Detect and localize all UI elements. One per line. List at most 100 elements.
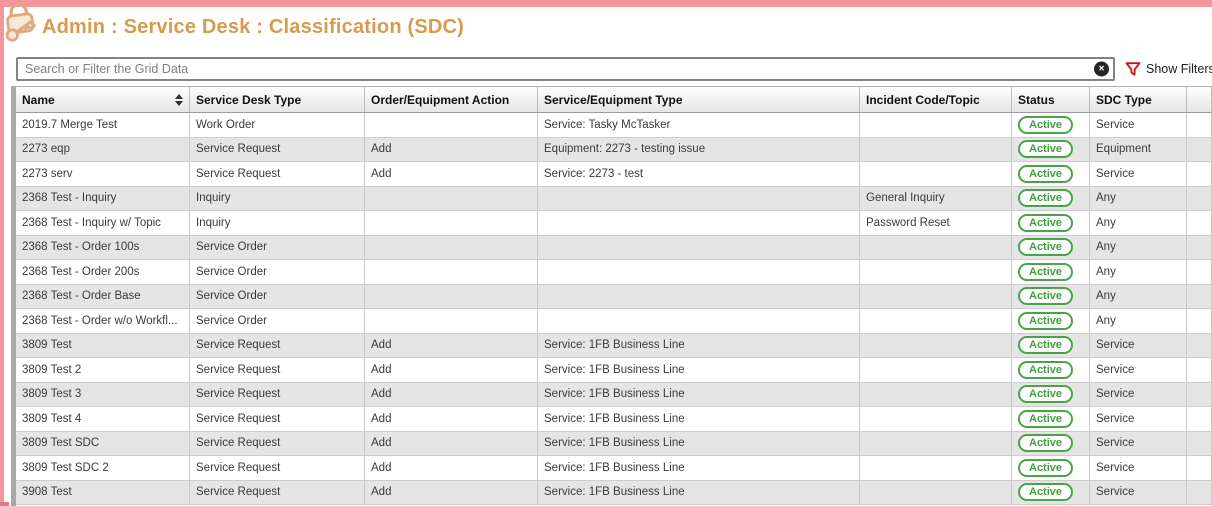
column-header-sdc[interactable]: SDC Type: [1090, 87, 1187, 112]
cell-service: Service: 1FB Business Line: [538, 431, 860, 455]
cell-sdc-type: Service: [1090, 162, 1187, 186]
table-row[interactable]: 3908 Test Service Request Add Service: 1FB …: [16, 480, 1212, 505]
cell-name: 2368 Test - Order 200s: [16, 260, 190, 284]
cell-name: 2273 serv: [16, 162, 190, 186]
cell-name: 3809 Test 2: [16, 358, 190, 382]
cell-name: 2019.7 Merge Test: [16, 113, 190, 137]
column-header-label: Order/Equipment Action: [371, 92, 510, 107]
classification-grid: Name Service Desk Type Order/Equipment Act…: [11, 86, 1212, 506]
cell-action: Add: [365, 382, 538, 406]
cell-status: Active: [1012, 382, 1090, 406]
column-header-service[interactable]: Service/Equipment Type: [538, 87, 860, 112]
table-row[interactable]: 2273 serv Service Request Add Service: 2273…: [16, 162, 1212, 187]
cell-type: Service Request: [190, 407, 365, 431]
column-header-label: Status: [1018, 92, 1055, 107]
cell-sdc-type: Any: [1090, 309, 1187, 333]
cell-filler: [1187, 309, 1212, 333]
cell-status: Active: [1012, 309, 1090, 333]
table-row[interactable]: 2368 Test - Inquiry w/ Topic Inquiry Passw…: [16, 211, 1212, 236]
column-header-action[interactable]: Order/Equipment Action: [365, 87, 538, 112]
status-badge: Active: [1018, 385, 1074, 404]
cell-sdc-type: Equipment: [1090, 137, 1187, 161]
cell-service: Service: 1FB Business Line: [538, 358, 860, 382]
table-row[interactable]: 2368 Test - Order 100s Service Order Activ…: [16, 235, 1212, 260]
cell-name: 3809 Test 3: [16, 382, 190, 406]
left-accent-bar: [0, 0, 4, 506]
column-header-status[interactable]: Status: [1012, 87, 1090, 112]
status-badge: Active: [1018, 434, 1074, 453]
table-row[interactable]: 2368 Test - Order Base Service Order Activ…: [16, 284, 1212, 309]
cell-filler: [1187, 137, 1212, 161]
table-row[interactable]: 2273 eqp Service Request Add Equipment: 227…: [16, 137, 1212, 162]
cell-sdc-type: Any: [1090, 211, 1187, 235]
cell-service: Service: 1FB Business Line: [538, 333, 860, 357]
cell-action: [365, 113, 538, 137]
cell-sdc-type: Service: [1090, 431, 1187, 455]
search-input[interactable]: [16, 57, 1115, 81]
cell-incident: [860, 456, 1012, 480]
column-header-type[interactable]: Service Desk Type: [190, 87, 365, 112]
clear-search-icon[interactable]: ×: [1094, 61, 1109, 77]
cell-filler: [1187, 456, 1212, 480]
show-filters-label: Show Filters: [1146, 62, 1212, 76]
cell-status: Active: [1012, 407, 1090, 431]
table-row[interactable]: 2019.7 Merge Test Work Order Service: Task…: [16, 113, 1212, 138]
status-badge: Active: [1018, 238, 1074, 257]
cell-name: 3809 Test SDC: [16, 431, 190, 455]
cell-name: 2368 Test - Order w/o Workfl...: [16, 309, 190, 333]
cell-action: Add: [365, 333, 538, 357]
cell-sdc-type: Service: [1090, 358, 1187, 382]
column-header-label: Service/Equipment Type: [544, 92, 683, 107]
show-filters-button[interactable]: Show Filters: [1125, 61, 1212, 77]
cell-service: Service: 1FB Business Line: [538, 382, 860, 406]
sort-updown-icon: [169, 93, 183, 106]
cell-incident: Password Reset: [860, 211, 1012, 235]
status-badge: Active: [1018, 458, 1074, 477]
cell-incident: [860, 260, 1012, 284]
cell-type: Inquiry: [190, 186, 365, 210]
cell-action: [365, 260, 538, 284]
table-row[interactable]: 3809 Test 2 Service Request Add Service: 1F…: [16, 358, 1212, 383]
column-header-label: Service Desk Type: [196, 92, 302, 107]
cell-type: Service Request: [190, 456, 365, 480]
cell-type: Service Request: [190, 358, 365, 382]
table-row[interactable]: 3809 Test Service Request Add Service: 1FB …: [16, 333, 1212, 358]
cell-filler: [1187, 113, 1212, 137]
cell-filler: [1187, 186, 1212, 210]
cell-type: Service Order: [190, 284, 365, 308]
cell-incident: [860, 309, 1012, 333]
table-row[interactable]: 3809 Test SDC 2 Service Request Add Service…: [16, 456, 1212, 481]
cell-sdc-type: Service: [1090, 382, 1187, 406]
cell-filler: [1187, 211, 1212, 235]
page-title: Admin : Service Desk : Classification (S…: [42, 16, 465, 38]
cell-status: Active: [1012, 235, 1090, 259]
cell-filler: [1187, 480, 1212, 504]
table-row[interactable]: 2368 Test - Inquiry Inquiry General Inquir…: [16, 186, 1212, 211]
cell-incident: [860, 113, 1012, 137]
table-row[interactable]: 3809 Test 3 Service Request Add Service: 1F…: [16, 382, 1212, 407]
cell-sdc-type: Service: [1090, 456, 1187, 480]
table-row[interactable]: 2368 Test - Order 200s Service Order Activ…: [16, 260, 1212, 285]
table-row[interactable]: 2368 Test - Order w/o Workfl... Service O…: [16, 309, 1212, 334]
cell-type: Service Request: [190, 382, 365, 406]
table-row[interactable]: 3809 Test 4 Service Request Add Service: 1F…: [16, 407, 1212, 432]
cell-filler: [1187, 382, 1212, 406]
cell-status: Active: [1012, 284, 1090, 308]
cell-status: Active: [1012, 162, 1090, 186]
table-row[interactable]: 3809 Test SDC Service Request Add Service: …: [16, 431, 1212, 456]
cell-action: [365, 309, 538, 333]
cell-service: [538, 309, 860, 333]
cell-incident: [860, 284, 1012, 308]
search-row: × Show Filters: [16, 57, 1212, 81]
cell-service: Service: 1FB Business Line: [538, 456, 860, 480]
cell-service: [538, 211, 860, 235]
cell-type: Service Request: [190, 480, 365, 504]
cell-type: Service Order: [190, 309, 365, 333]
column-header-name[interactable]: Name: [16, 87, 190, 112]
column-header-label: SDC Type: [1096, 92, 1152, 107]
cell-status: Active: [1012, 186, 1090, 210]
cell-service: Service: 2273 - test: [538, 162, 860, 186]
cell-service: [538, 260, 860, 284]
column-header-incident[interactable]: Incident Code/Topic: [860, 87, 1012, 112]
cell-status: Active: [1012, 358, 1090, 382]
